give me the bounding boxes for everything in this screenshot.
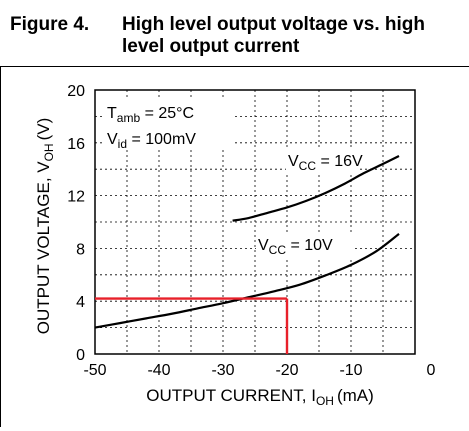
y-tick-label: 0 bbox=[76, 347, 85, 364]
series-line-vcc-16v bbox=[232, 155, 400, 222]
y-axis-label: OUTPUT VOLTAGE, VOH(V) bbox=[34, 118, 56, 335]
series-label-vcc-16v: VCC = 16V bbox=[288, 153, 363, 173]
figure-frame bbox=[0, 66, 469, 427]
y-tick-label: 20 bbox=[67, 83, 85, 100]
x-tick-label: -40 bbox=[147, 362, 170, 379]
x-tick-labels: -50 -40 -30 -20 -10 0 bbox=[83, 362, 435, 379]
grid bbox=[95, 90, 415, 354]
plot-frame bbox=[94, 89, 416, 355]
x-tick-label: 0 bbox=[427, 362, 436, 379]
condition-box-background bbox=[105, 100, 235, 150]
x-tick-label: -20 bbox=[275, 362, 298, 379]
x-tick-label: -10 bbox=[339, 362, 362, 379]
y-tick-label: 12 bbox=[67, 189, 85, 206]
y-tick-label: 8 bbox=[76, 241, 85, 258]
y-tick-labels: 0 4 8 12 16 20 bbox=[67, 83, 85, 364]
series-label-vcc-10v: VCC = 10V bbox=[258, 237, 333, 257]
series-lines bbox=[94, 155, 400, 329]
x-axis-label: OUTPUT CURRENT, IOH (mA) bbox=[146, 386, 374, 408]
figure-label: Figure 4. bbox=[10, 14, 90, 35]
x-tick-label: -30 bbox=[211, 362, 234, 379]
figure-title: High level output voltage vs. high level… bbox=[122, 14, 425, 57]
series-label-10v-background bbox=[256, 232, 352, 258]
y-tick-label: 4 bbox=[76, 294, 85, 311]
series-line-vcc-10v bbox=[94, 233, 400, 329]
x-tick-label: -50 bbox=[83, 362, 106, 379]
condition-vid: Vid = 100mV bbox=[107, 131, 196, 151]
highlight-lines bbox=[95, 297, 289, 354]
series-label-16v-background bbox=[286, 148, 360, 174]
condition-tamb: Tamb = 25°C bbox=[107, 105, 194, 125]
y-tick-label: 16 bbox=[67, 136, 85, 153]
